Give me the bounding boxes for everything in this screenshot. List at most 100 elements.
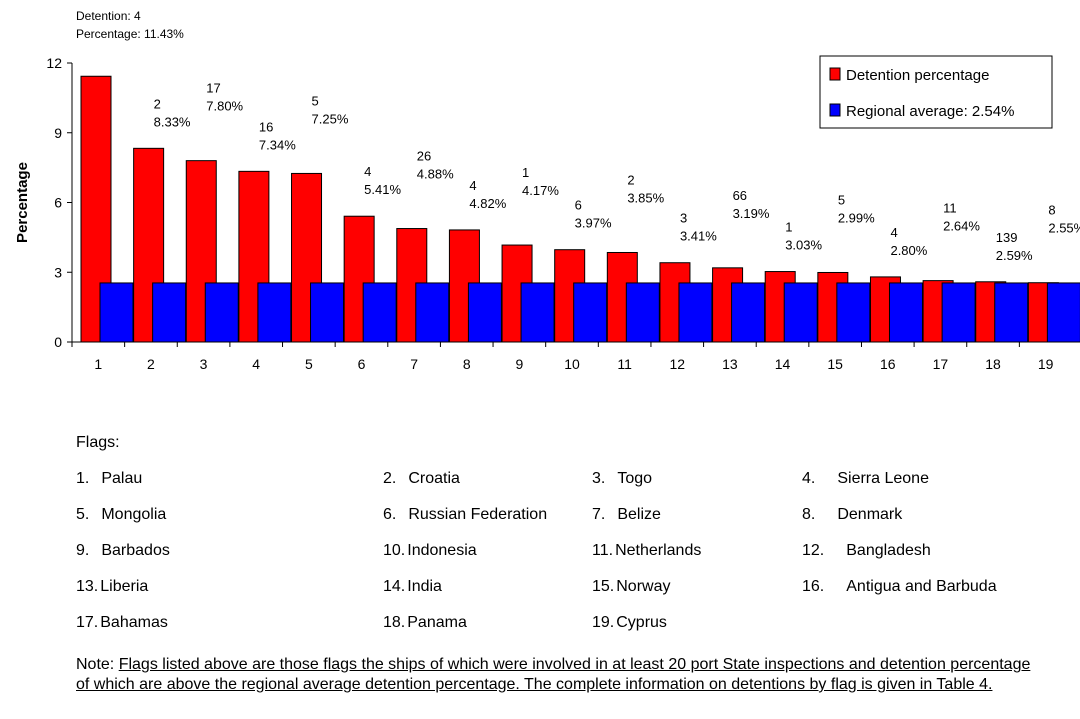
x-tick-label: 17	[933, 356, 949, 372]
note: Note: Flags listed above are those flags…	[76, 655, 1036, 695]
tooltip-detention: Detention: 4	[76, 9, 141, 23]
regional-average-bar	[836, 282, 871, 343]
y-tick-label: 0	[54, 334, 62, 350]
x-tick-label: 12	[669, 356, 685, 372]
y-tick-label: 12	[46, 55, 62, 71]
flag-item: 18. Panama	[383, 614, 467, 632]
legend-label-regional: Regional average: 2.54%	[846, 103, 1014, 120]
data-label-percentage: 2.59%	[996, 248, 1033, 263]
data-label-percentage: 3.03%	[785, 238, 822, 253]
flag-name: Croatia	[408, 470, 460, 487]
data-label-detentions: 1	[522, 165, 529, 180]
flag-item: 8. Denmark	[802, 506, 902, 524]
x-tick-label: 8	[463, 356, 471, 372]
flag-number: 16.	[802, 578, 825, 595]
data-label-detentions: 66	[733, 188, 747, 203]
flag-item: 3. Togo	[592, 470, 652, 488]
regional-average-bar	[625, 282, 660, 343]
data-label-detentions: 6	[575, 198, 582, 213]
x-tick-label: 1	[94, 356, 102, 372]
flag-name: Palau	[101, 470, 143, 487]
x-tick-label: 18	[985, 356, 1001, 372]
data-label-percentage: 7.80%	[206, 99, 243, 114]
regional-average-bar	[888, 282, 923, 343]
data-label-detentions: 3	[680, 211, 687, 226]
regional-average-bar	[941, 282, 976, 343]
data-label-percentage: 2.64%	[943, 219, 980, 234]
x-tick-label: 16	[880, 356, 896, 372]
flag-name: Togo	[617, 470, 653, 487]
data-label-percentage: 4.82%	[469, 196, 506, 211]
flag-item: 14. India	[383, 578, 442, 596]
data-label-percentage: 8.33%	[154, 114, 191, 129]
x-tick-label: 6	[358, 356, 366, 372]
flag-item: 5. Mongolia	[76, 506, 166, 524]
flag-number: 12.	[802, 542, 825, 559]
flag-name: Norway	[616, 578, 671, 595]
flag-item: 6. Russian Federation	[383, 506, 547, 524]
x-tick-label: 14	[775, 356, 791, 372]
flag-number: 2.	[383, 470, 397, 487]
y-axis-label: Percentage	[14, 162, 31, 243]
x-tick-label: 13	[722, 356, 738, 372]
x-tick-label: 4	[252, 356, 260, 372]
note-prefix: Note:	[76, 656, 119, 673]
regional-average-bar	[415, 282, 450, 343]
regional-average-bar	[257, 282, 292, 343]
flag-item: 10. Indonesia	[383, 542, 477, 560]
legend-swatch-regional	[829, 103, 841, 117]
data-label-detentions: 17	[206, 81, 220, 96]
flag-item: 7. Belize	[592, 506, 661, 524]
flag-name: Barbados	[101, 542, 170, 559]
flag-item: 1. Palau	[76, 470, 142, 488]
data-label-percentage: 2.55%	[1048, 221, 1080, 236]
flag-name: Denmark	[837, 506, 903, 523]
flag-name: Bahamas	[100, 614, 168, 631]
flag-name: India	[407, 578, 442, 595]
data-label-detentions: 4	[364, 164, 371, 179]
data-label-detentions: 11	[943, 201, 957, 216]
x-tick-label: 3	[200, 356, 208, 372]
data-label-percentage: 5.41%	[364, 182, 401, 197]
flag-item: 19. Cyprus	[592, 614, 667, 632]
flag-number: 17.	[76, 614, 99, 631]
regional-average-bar	[310, 282, 345, 343]
flag-item: 4. Sierra Leone	[802, 470, 929, 488]
flag-number: 6.	[383, 506, 397, 523]
data-label-detentions: 5	[312, 93, 319, 108]
data-label-percentage: 2.80%	[890, 243, 927, 258]
x-tick-label: 10	[564, 356, 580, 372]
data-label-percentage: 3.97%	[575, 216, 612, 231]
data-label-detentions: 5	[838, 192, 845, 207]
flag-item: 17. Bahamas	[76, 614, 168, 632]
flag-number: 8.	[802, 506, 816, 523]
data-label-percentage: 7.34%	[259, 137, 296, 152]
data-label-detentions: 4	[469, 178, 476, 193]
regional-average-bar	[520, 282, 555, 343]
flag-item: 13. Liberia	[76, 578, 148, 596]
regional-average-bar	[573, 282, 608, 343]
data-label-detentions: 1	[785, 220, 792, 235]
flag-name: Panama	[407, 614, 467, 631]
x-tick-label: 5	[305, 356, 313, 372]
regional-average-bar	[152, 282, 187, 343]
flag-number: 3.	[592, 470, 606, 487]
x-tick-label: 7	[410, 356, 418, 372]
regional-average-bar	[362, 282, 397, 343]
flag-number: 14.	[383, 578, 406, 595]
flag-name: Indonesia	[407, 542, 477, 559]
data-label-detentions: 139	[996, 230, 1018, 245]
flag-name: Mongolia	[101, 506, 167, 523]
flag-number: 4.	[802, 470, 816, 487]
flag-number: 15.	[592, 578, 615, 595]
flag-number: 5.	[76, 506, 90, 523]
note-text: Flags listed above are those flags the s…	[76, 656, 1031, 693]
data-label-percentage: 2.99%	[838, 210, 875, 225]
regional-average-bar	[467, 282, 502, 343]
y-tick-label: 9	[54, 125, 62, 141]
legend-box	[819, 55, 1053, 129]
x-tick-label: 11	[617, 356, 632, 372]
legend-label-detention: Detention percentage	[846, 67, 989, 84]
flag-number: 11.	[592, 542, 614, 559]
